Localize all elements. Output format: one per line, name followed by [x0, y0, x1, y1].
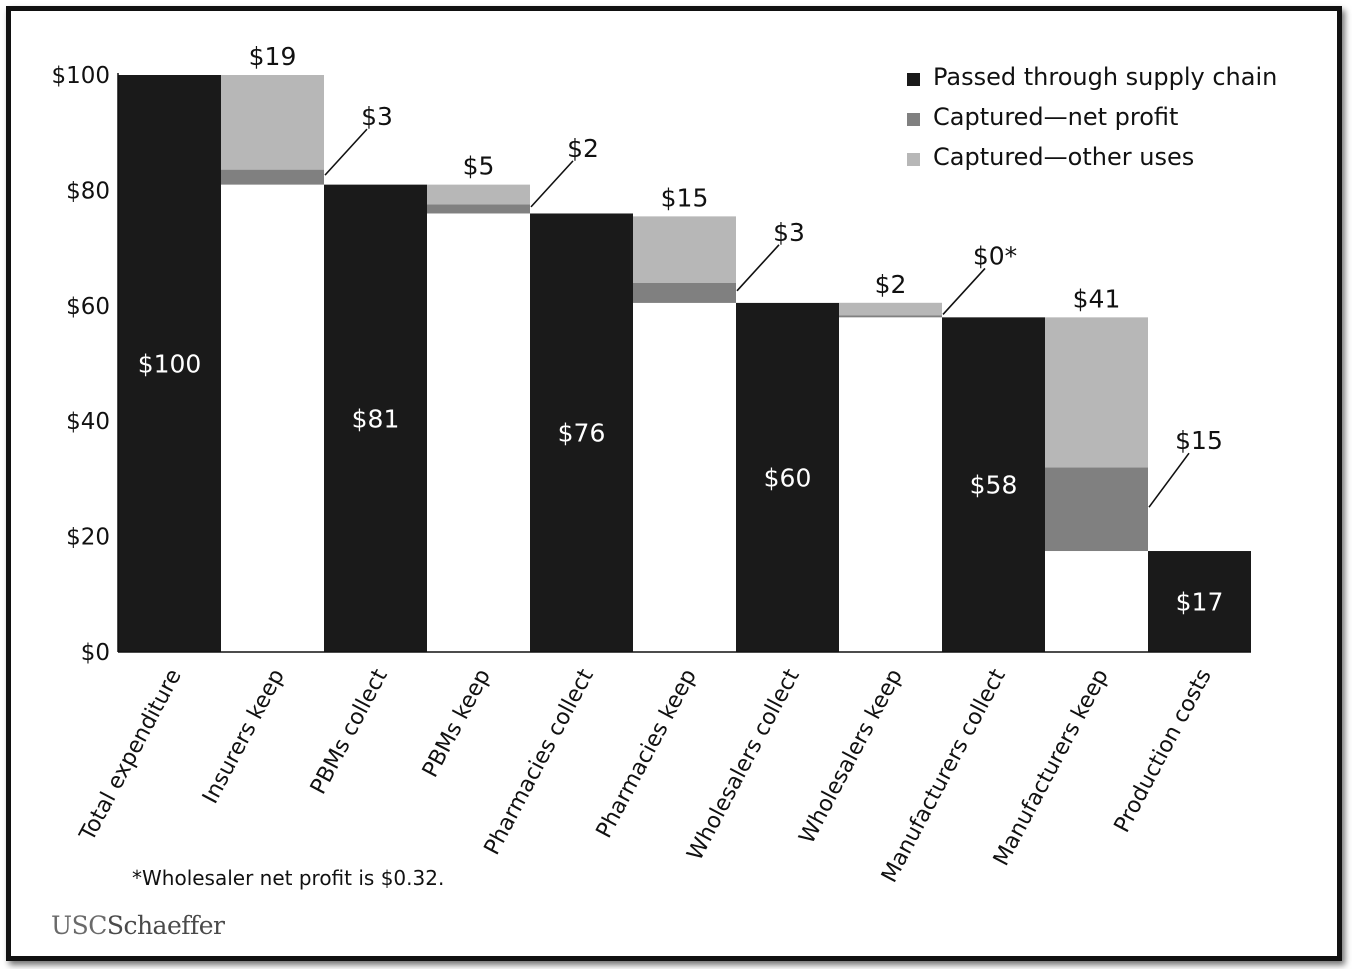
- y-tick-label-5: $100: [51, 63, 110, 89]
- legend-swatch-passed: [907, 73, 920, 86]
- bar-net-profit-1: [221, 169, 324, 185]
- profit-label-5: $3: [773, 218, 805, 247]
- legend: Passed through supply chain Captured—net …: [907, 63, 1277, 171]
- profit-label-9: $15: [1175, 426, 1223, 455]
- bar-passed-4: [530, 213, 633, 653]
- profit-leader-line-7: [942, 267, 986, 315]
- profit-leader-line-1: [324, 128, 368, 176]
- bar-value-label-2: $81: [352, 404, 400, 433]
- legend-swatch-other_uses: [907, 153, 920, 166]
- y-tick-label-2: $40: [66, 409, 110, 435]
- category-label-5: Pharmacies keep: [592, 665, 702, 842]
- captured-label-7: $2: [875, 270, 907, 299]
- bar-net-profit-7: [839, 315, 942, 318]
- y-tick-label-4: $80: [66, 178, 110, 204]
- category-label-4: Pharmacies collect: [480, 665, 599, 859]
- bar-other-uses-3: [427, 184, 530, 205]
- profit-leader-line-9: [1148, 452, 1190, 508]
- bar-value-label-6: $60: [764, 463, 812, 492]
- y-tick-label-3: $60: [66, 294, 110, 320]
- legend-label-net_profit: Captured—net profit: [933, 103, 1178, 131]
- logo-schaeffer: Schaeffer: [106, 911, 225, 940]
- bar-other-uses-7: [839, 302, 942, 316]
- captured-label-3: $5: [463, 152, 495, 181]
- footnote: *Wholesaler net profit is $0.32.: [132, 866, 445, 890]
- bar-passed-0: [118, 75, 221, 652]
- usc-schaeffer-logo: USCSchaeffer: [51, 911, 225, 940]
- bar-value-label-8: $58: [970, 471, 1018, 500]
- bar-value-label-10: $17: [1176, 588, 1224, 617]
- legend-swatch-net_profit: [907, 113, 920, 126]
- profit-label-7: $0*: [973, 241, 1017, 270]
- bar-passed-2: [324, 184, 427, 652]
- y-tick-label-0: $0: [81, 640, 110, 666]
- profit-label-1: $3: [361, 102, 393, 131]
- category-label-1: Insurers keep: [198, 665, 290, 808]
- bar-other-uses-5: [633, 216, 736, 283]
- captured-label-9: $41: [1073, 284, 1121, 313]
- logo-usc: USC: [51, 911, 107, 940]
- waterfall-chart: Total expenditure Insurers keep PBMs colle…: [51, 42, 1277, 887]
- chart-frame: Total expenditure Insurers keep PBMs colle…: [6, 6, 1342, 961]
- category-label-6: Wholesalers collect: [683, 665, 805, 865]
- category-label-3: PBMs keep: [418, 665, 496, 782]
- profit-leader-line-3: [530, 160, 574, 208]
- category-label-10: Production costs: [1110, 665, 1217, 837]
- bar-other-uses-9: [1045, 317, 1148, 468]
- profit-label-3: $2: [567, 134, 599, 163]
- bar-passed-10: [1148, 551, 1251, 652]
- bar-net-profit-3: [427, 204, 530, 214]
- bars-layer: [118, 75, 1251, 653]
- captured-label-1: $19: [249, 42, 297, 71]
- profit-leader-line-5: [736, 244, 780, 292]
- bar-passed-8: [942, 317, 1045, 652]
- bar-other-uses-1: [221, 75, 324, 170]
- bar-value-label-4: $76: [558, 419, 606, 448]
- legend-label-passed: Passed through supply chain: [933, 63, 1277, 91]
- category-label-2: PBMs collect: [306, 665, 393, 799]
- labels-layer: $100 $19 $3 $81 $5 $2 $76 $15 $3 $60 $2 $0* $58 $41 $1…: [138, 42, 1224, 617]
- bar-value-label-0: $100: [138, 350, 202, 379]
- captured-label-5: $15: [661, 183, 709, 212]
- bar-net-profit-9: [1045, 467, 1148, 552]
- bar-passed-6: [736, 302, 839, 652]
- y-tick-label-1: $20: [66, 525, 110, 551]
- category-label-9: Manufacturers keep: [989, 665, 1114, 870]
- category-label-7: Wholesalers keep: [795, 665, 908, 848]
- category-label-0: Total expenditure: [75, 665, 187, 846]
- bar-net-profit-5: [633, 282, 736, 303]
- legend-label-other_uses: Captured—other uses: [933, 143, 1194, 171]
